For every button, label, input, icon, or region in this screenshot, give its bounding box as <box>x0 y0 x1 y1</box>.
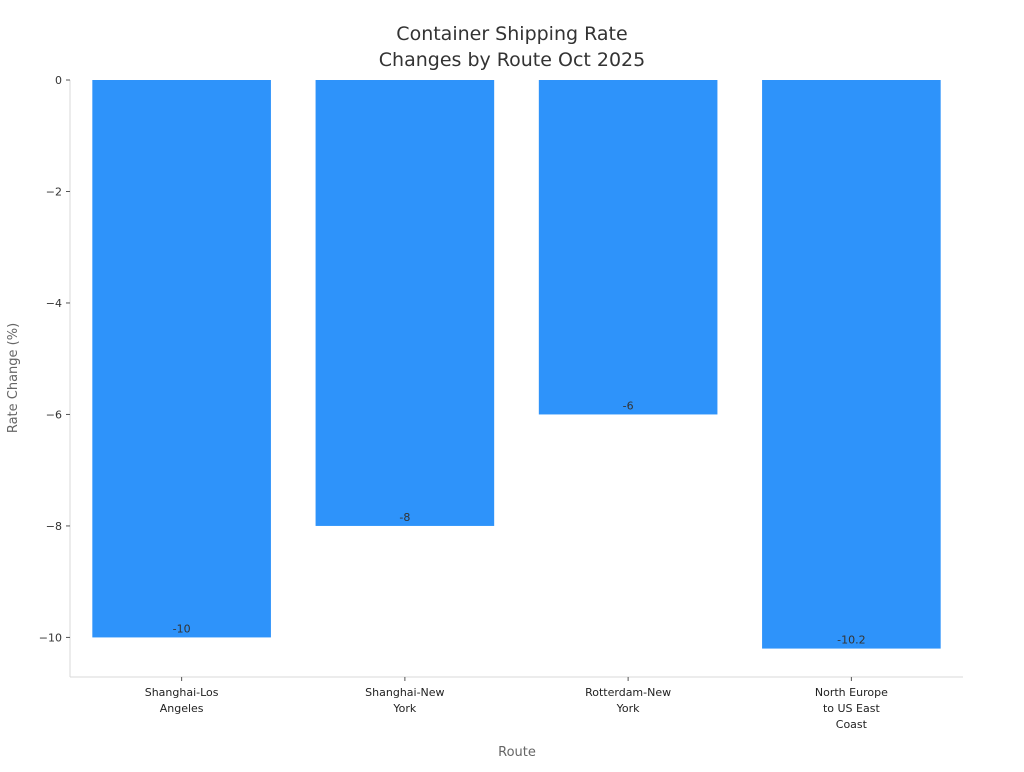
x-tick-label: Rotterdam-New <box>585 686 671 699</box>
x-axis-label: Route <box>498 745 536 760</box>
y-tick-label: 0 <box>55 74 62 87</box>
y-tick-label: −6 <box>46 408 62 421</box>
x-tick-label: Shanghai-New <box>365 686 444 699</box>
x-tick-label: to US East <box>823 702 880 715</box>
data-label: -10.2 <box>837 634 865 647</box>
bar <box>315 80 495 526</box>
y-tick-label: −8 <box>46 520 62 533</box>
x-tick-label: Angeles <box>160 702 204 715</box>
bar <box>92 80 271 638</box>
bar <box>762 80 941 649</box>
x-tick-label: York <box>616 702 641 715</box>
y-tick-label: −10 <box>39 631 62 644</box>
data-label: -10 <box>173 622 191 635</box>
x-tick-label: Coast <box>836 718 868 731</box>
x-tick-label: Shanghai-Los <box>145 686 219 699</box>
bar <box>538 80 718 415</box>
y-tick-label: −4 <box>46 297 62 310</box>
y-axis-label: Rate Change (%) <box>6 323 21 433</box>
data-label: -6 <box>623 399 634 412</box>
data-label: -8 <box>399 511 410 524</box>
chart-title-line-2: Changes by Route Oct 2025 <box>379 49 645 71</box>
x-tick-label: North Europe <box>815 686 888 699</box>
y-tick-label: −2 <box>46 185 62 198</box>
chart-title-line-1: Container Shipping Rate <box>396 23 627 45</box>
x-tick-label: York <box>392 702 417 715</box>
